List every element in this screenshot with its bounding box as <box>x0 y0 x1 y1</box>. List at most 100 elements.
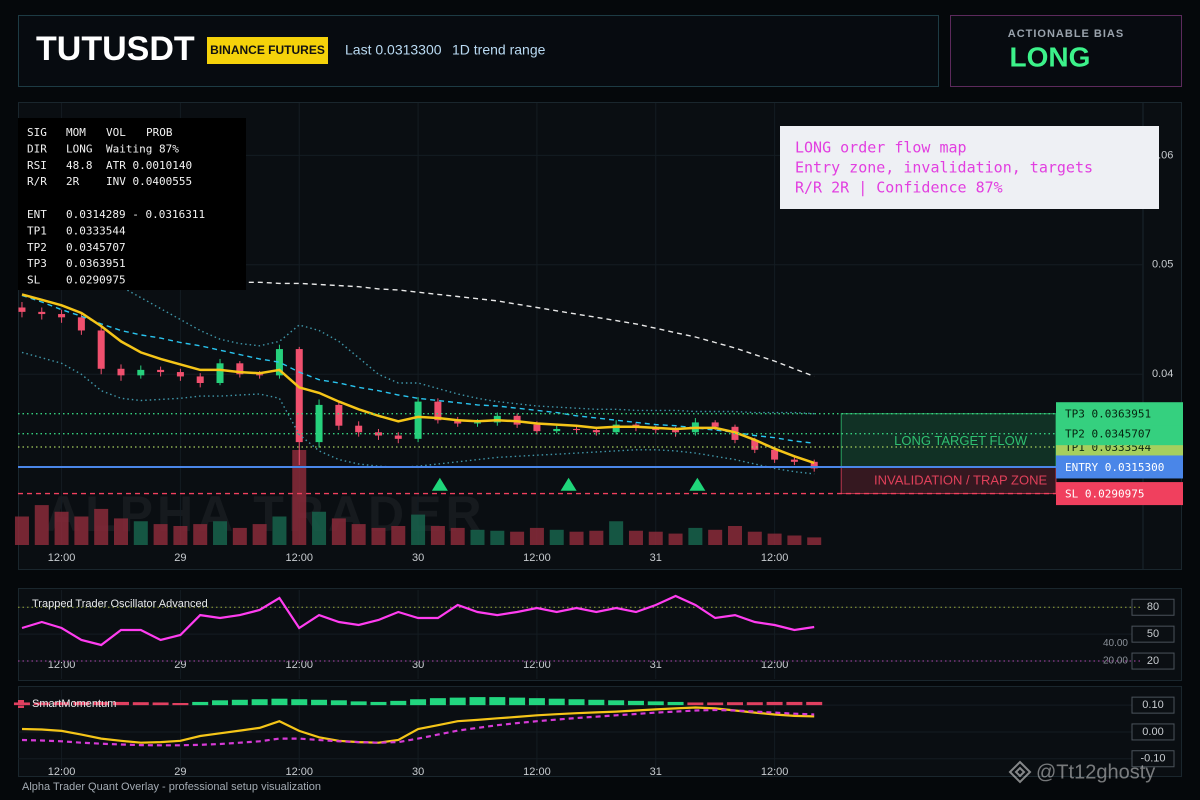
x-tick-label: 31 <box>650 766 662 778</box>
exchange-badge <box>207 37 328 64</box>
zone <box>840 413 1057 468</box>
volume-bar <box>549 529 564 545</box>
level-label: TP2 0.0345707 <box>1065 428 1151 441</box>
bias-box <box>950 15 1182 87</box>
candle-body <box>751 439 759 450</box>
info-cell: 48.8 <box>66 159 93 172</box>
x-tick-label: 29 <box>174 659 186 671</box>
candle-body <box>553 428 561 432</box>
histogram-bar <box>509 697 526 706</box>
histogram-bar <box>291 699 308 706</box>
volume-bar <box>232 527 247 545</box>
indicator-line <box>21 293 815 465</box>
volume-bar <box>113 518 128 545</box>
signal <box>560 477 577 491</box>
volume-bar <box>272 516 287 545</box>
signal <box>689 477 706 491</box>
candle-body <box>256 374 264 376</box>
volume-bar <box>727 526 742 545</box>
volume-bar <box>747 531 762 545</box>
info-cell: ENT <box>27 208 47 221</box>
x-tick-label: 30 <box>412 659 424 671</box>
histogram-bar <box>73 701 90 706</box>
x-tick-label: 12:00 <box>761 659 789 671</box>
exchange: BINANCE FUTURES <box>210 43 325 57</box>
panel-title: Trapped Trader Oscillator Advanced <box>32 598 208 610</box>
volume-bar <box>569 531 584 545</box>
x-tick-label: 12:00 <box>523 766 551 778</box>
panel-title: SmartMomentum <box>32 698 116 710</box>
y-tick-label: 50 <box>1147 628 1159 640</box>
volume-bar <box>787 535 802 545</box>
note-line: Entry zone, invalidation, targets <box>795 159 1093 177</box>
candle-body <box>137 369 145 376</box>
info-cell: VOL <box>106 126 126 139</box>
y-tick-label: 0.04 <box>1152 368 1173 380</box>
volume-bar <box>252 524 267 545</box>
candle-body <box>77 317 85 331</box>
tick-box <box>1131 750 1175 768</box>
tick-box <box>1131 625 1175 643</box>
histogram-bar <box>212 700 229 706</box>
info-cell: SIG <box>27 126 47 139</box>
candle-body <box>573 428 581 431</box>
volume-bar <box>807 537 822 545</box>
volume-bar <box>351 524 366 545</box>
info-cell: TP1 <box>27 224 47 237</box>
histogram-bar <box>707 702 724 706</box>
volume-bar <box>173 526 188 545</box>
volume-bar <box>14 516 29 545</box>
last-price: Last 0.0313300 <box>345 42 442 58</box>
info-cell: 0.0363951 <box>66 257 126 270</box>
histogram-bar <box>806 701 823 706</box>
volume-bar <box>628 530 643 545</box>
histogram-bar <box>647 701 664 706</box>
candle-body <box>335 404 343 426</box>
volume-bar <box>74 516 89 545</box>
candle-body <box>810 461 818 469</box>
volume-bar <box>371 527 386 545</box>
candle-body <box>236 363 244 375</box>
y-tick-label: 0.05 <box>1152 259 1173 271</box>
info-cell: Waiting 87% <box>106 142 179 155</box>
symbol: TUTUSDT <box>36 30 195 68</box>
indicator-line <box>21 706 815 744</box>
y-tick-label: -0.10 <box>1140 753 1165 765</box>
volume-bar <box>153 524 168 545</box>
volume-bar <box>490 530 505 545</box>
level-tag <box>1056 402 1183 426</box>
level-tag <box>1056 455 1183 479</box>
candle-body <box>58 314 66 318</box>
histogram-bar <box>588 699 605 706</box>
level-label: SL 0.0290975 <box>1065 488 1144 501</box>
volume-bar <box>312 511 327 545</box>
tick-box <box>1131 723 1175 741</box>
signature-logo <box>1008 760 1032 784</box>
histogram-bar <box>528 698 545 706</box>
histogram-bar <box>13 702 30 706</box>
candle-body <box>315 404 323 443</box>
candle-body <box>117 368 125 376</box>
histogram-bar <box>746 702 763 706</box>
y-tick-label: 0.10 <box>1142 699 1163 711</box>
volume-bar <box>510 531 525 545</box>
volume-bar <box>589 530 604 545</box>
volume-bar <box>34 505 49 545</box>
histogram-bar <box>469 697 486 706</box>
candle-body <box>196 376 204 384</box>
histogram-bar <box>53 702 70 706</box>
volume-bar <box>648 531 663 545</box>
x-tick-label: 12:00 <box>48 659 76 671</box>
candle-body <box>454 420 462 424</box>
tick-box <box>1131 652 1175 670</box>
histogram-bar <box>370 701 387 706</box>
x-tick-label: 12:00 <box>761 552 789 564</box>
indicator-line <box>21 708 815 747</box>
histogram-bar <box>608 700 625 706</box>
info-cell: 0.0333544 <box>66 224 126 237</box>
info-cell: R/R <box>27 175 47 188</box>
histogram-bar <box>231 699 248 706</box>
volume-bar <box>767 533 782 545</box>
overlay-group: @Tt12ghosty SIG MOM VOL PROB DIR LONG Waiting … <box>18 118 1159 784</box>
